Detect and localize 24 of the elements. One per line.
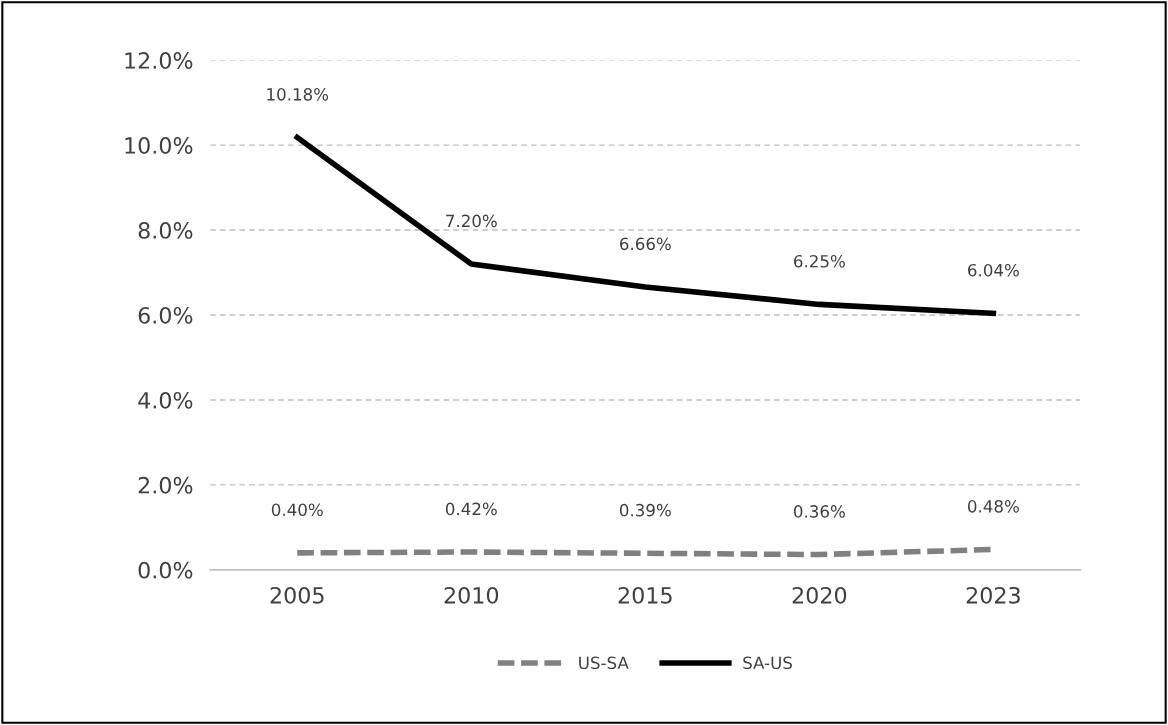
y-tick-label: 8.0% xyxy=(138,222,193,239)
legend-label: US-SA xyxy=(579,656,629,670)
data-label: 0.40% xyxy=(271,503,323,517)
data-label: 6.04% xyxy=(968,263,1019,277)
data-label: 0.36% xyxy=(793,505,845,518)
x-tick-label: 2020 xyxy=(792,586,847,604)
y-tick-label: 2.0% xyxy=(138,476,193,494)
data-label: 0.42% xyxy=(445,502,497,516)
y-tick-label: 4.0% xyxy=(138,391,193,409)
data-label: 10.18% xyxy=(267,88,329,101)
y-tick-label: 10.0% xyxy=(125,137,193,154)
x-tick-label: 2005 xyxy=(270,586,324,604)
data-label: 6.25% xyxy=(794,254,845,268)
x-tick-label: 2015 xyxy=(618,586,672,604)
data-label: 0.48% xyxy=(968,500,1019,513)
x-tick-label: 2010 xyxy=(444,586,499,604)
y-tick-label: 12.0% xyxy=(125,52,193,69)
data-label: 0.39% xyxy=(619,503,671,517)
data-label: 6.66% xyxy=(620,237,671,251)
data-label: 7.20% xyxy=(446,214,497,228)
y-tick-label: 0.0% xyxy=(138,561,193,579)
legend-label: SA-US xyxy=(743,656,792,670)
y-tick-label: 6.0% xyxy=(138,306,193,324)
x-tick-label: 2023 xyxy=(966,586,1020,604)
